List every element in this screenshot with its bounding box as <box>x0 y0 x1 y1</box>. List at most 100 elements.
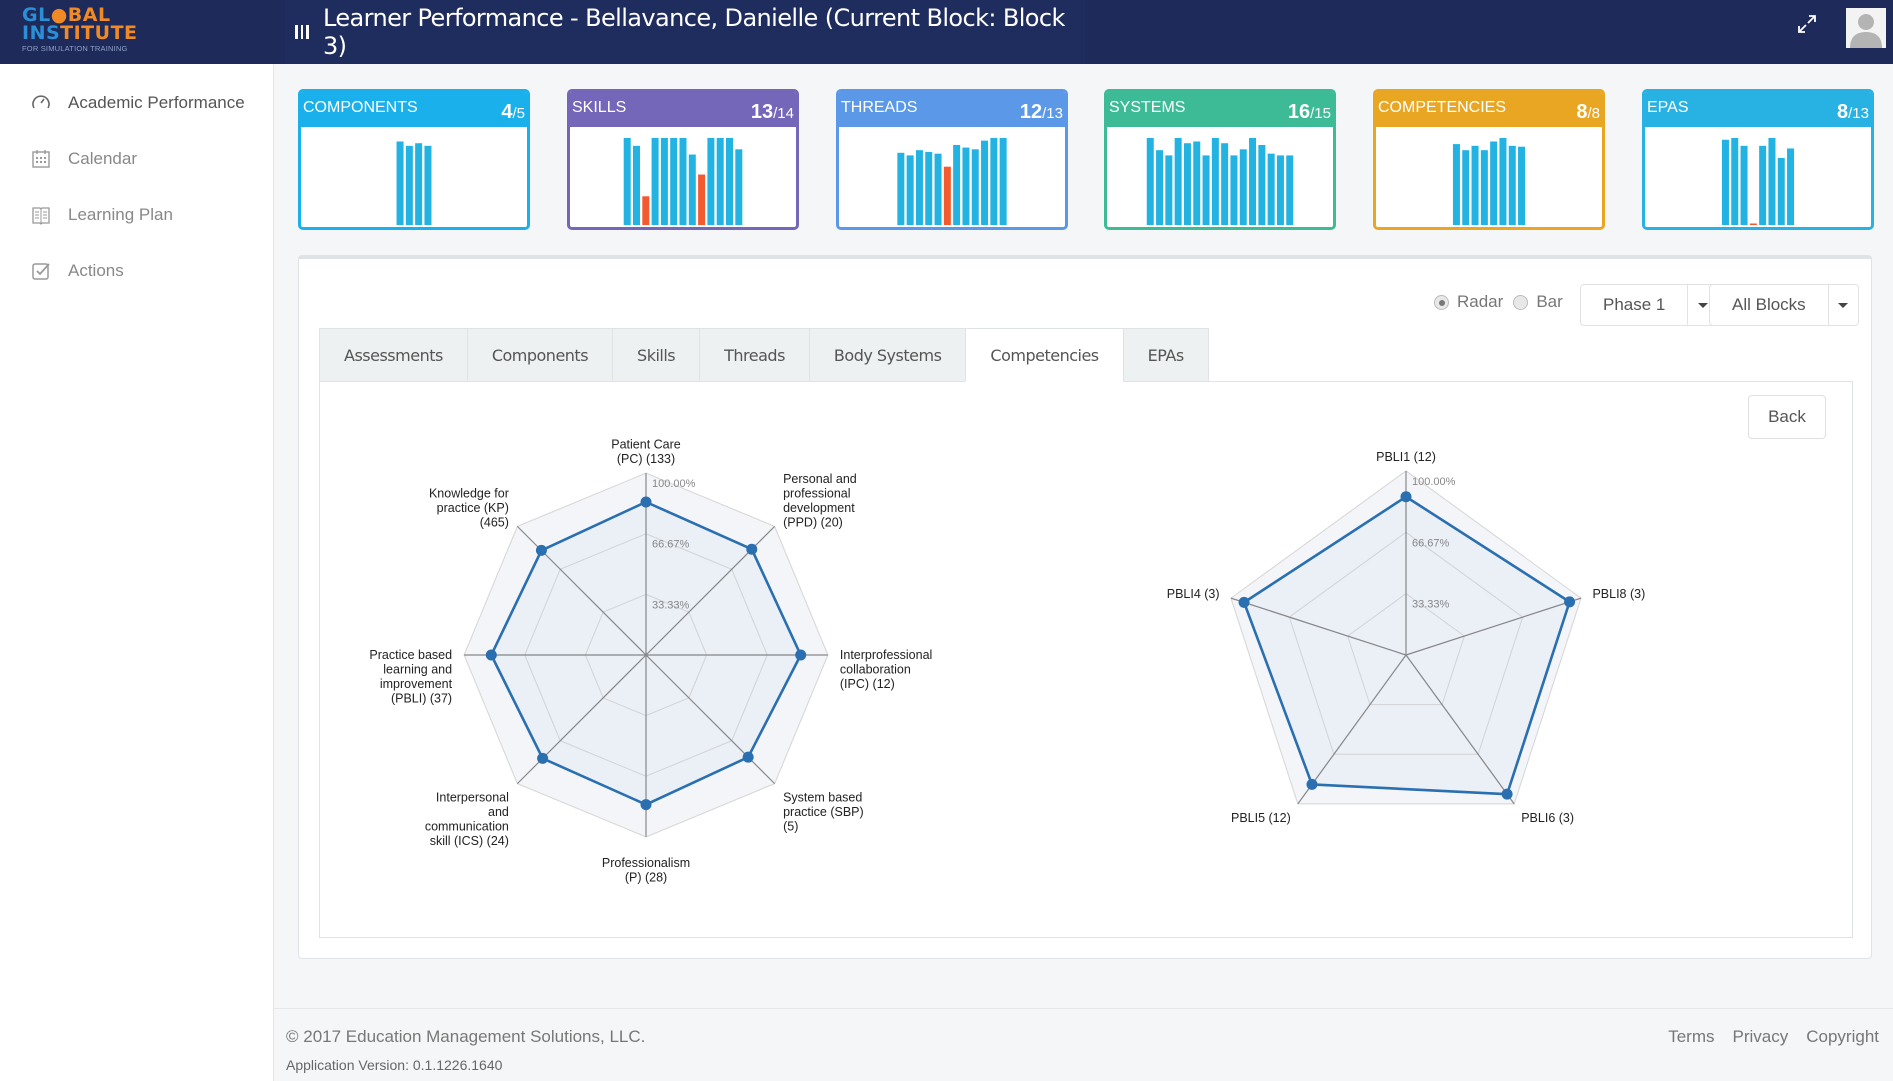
radar-category-label: PBLI5 (12) <box>1231 811 1291 825</box>
radar-radio[interactable] <box>1434 294 1449 310</box>
sidebar-item-actions[interactable]: Actions <box>30 260 124 282</box>
back-button[interactable]: Back <box>1748 395 1826 439</box>
radar-data-point[interactable] <box>640 496 652 508</box>
logo-text: GL <box>22 4 51 26</box>
card-bar <box>1221 143 1229 225</box>
speedometer-icon <box>32 95 50 109</box>
card-bar <box>1490 141 1498 225</box>
tab-body-systems[interactable]: Body Systems <box>808 328 967 382</box>
card-mini-bar-chart <box>623 138 743 225</box>
tab-competencies[interactable]: Competencies <box>965 328 1124 382</box>
card-bar <box>1499 138 1507 225</box>
card-components[interactable]: COMPONENTS 4/5 <box>298 89 530 230</box>
radar-data-point[interactable] <box>1306 778 1318 790</box>
card-bar <box>906 155 914 225</box>
card-bar <box>1768 138 1776 225</box>
card-bar <box>1230 155 1238 225</box>
card-bar <box>962 147 970 225</box>
radar-data-point[interactable] <box>1564 596 1576 608</box>
card-header: COMPETENCIES 8/8 <box>1376 92 1602 127</box>
sidebar-item-calendar[interactable]: Calendar <box>30 148 137 170</box>
radar-data-point[interactable] <box>1400 491 1412 503</box>
radar-axis <box>1297 654 1407 805</box>
card-bar <box>698 174 706 225</box>
terms-link[interactable]: Terms <box>1668 1027 1715 1046</box>
chevron-down-icon[interactable] <box>1827 285 1858 325</box>
card-bar <box>1165 155 1173 225</box>
radar-axis <box>1405 597 1582 656</box>
radar-data-point[interactable] <box>535 544 547 556</box>
card-bar <box>735 149 743 225</box>
app-version: Application Version: 0.1.1226.1640 <box>286 1057 503 1073</box>
top-bar: GL●BAL INSTITUTE FOR SIMULATION TRAINING… <box>0 0 1893 64</box>
card-bar <box>1211 138 1219 225</box>
card-competencies[interactable]: COMPETENCIES 8/8 <box>1373 89 1605 230</box>
radar-data-point[interactable] <box>485 649 497 661</box>
card-bar <box>1249 138 1257 225</box>
radar-data-point[interactable] <box>742 751 754 763</box>
card-bar <box>670 138 678 225</box>
bar-radio[interactable] <box>1513 294 1529 310</box>
radar-data-point[interactable] <box>795 649 807 661</box>
global-institute-logo[interactable]: GL●BAL INSTITUTE FOR SIMULATION TRAINING <box>22 6 142 58</box>
tab-threads[interactable]: Threads <box>699 328 810 382</box>
expand-arrows-icon[interactable] <box>1795 12 1819 36</box>
card-bar <box>660 138 668 225</box>
card-bar <box>1202 155 1210 225</box>
tab-components[interactable]: Components <box>466 328 614 382</box>
radar-ring-label: 66.67% <box>652 539 690 551</box>
card-systems[interactable]: SYSTEMS 16/15 <box>1104 89 1336 230</box>
tab-epas[interactable]: EPAs <box>1122 328 1209 382</box>
card-title: EPAS <box>1647 99 1689 116</box>
sidebar: Academic Performance Calendar Learning P… <box>0 64 274 1081</box>
card-bar <box>679 138 687 225</box>
card-bar <box>633 145 640 225</box>
card-bar <box>1239 149 1247 225</box>
card-bar <box>1480 150 1488 225</box>
radar-data-point[interactable] <box>746 543 758 555</box>
radar-category-label: PBLI4 (3) <box>1167 587 1220 601</box>
radar-data-point[interactable] <box>1501 788 1513 800</box>
card-bar <box>716 138 724 225</box>
footer: © 2017 Education Management Solutions, L… <box>274 1008 1893 1081</box>
sidebar-item-label: Actions <box>68 261 124 280</box>
sidebar-item-academic-performance[interactable]: Academic Performance <box>30 92 245 114</box>
card-header: SKILLS 13/14 <box>570 92 796 127</box>
calendar-icon <box>32 150 50 168</box>
radar-series-line <box>1242 495 1571 796</box>
card-skills[interactable]: SKILLS 13/14 <box>567 89 799 230</box>
privacy-link[interactable]: Privacy <box>1732 1027 1789 1046</box>
radar-ring-label: 33.33% <box>652 599 690 611</box>
card-bar <box>623 138 631 225</box>
bar-radio-label[interactable]: Bar <box>1536 292 1563 311</box>
card-threads[interactable]: THREADS 12/13 <box>836 89 1068 230</box>
card-score: 8/13 <box>1837 101 1869 123</box>
card-title: SKILLS <box>572 99 627 116</box>
copyright-link[interactable]: Copyright <box>1806 1027 1879 1046</box>
radar-data-point[interactable] <box>1238 596 1250 608</box>
copyright-text: © 2017 Education Management Solutions, L… <box>286 1027 646 1046</box>
menu-bars-icon[interactable] <box>295 25 310 39</box>
radar-data-point[interactable] <box>537 752 549 764</box>
sidebar-item-learning-plan[interactable]: Learning Plan <box>30 204 173 226</box>
radar-data-point[interactable] <box>640 799 652 811</box>
card-title: THREADS <box>841 99 918 116</box>
chevron-down-icon[interactable] <box>1687 285 1717 325</box>
user-avatar-icon[interactable] <box>1846 8 1886 48</box>
phase-select[interactable]: Phase 1 <box>1580 284 1719 326</box>
card-bar <box>1740 145 1748 225</box>
tab-skills[interactable]: Skills <box>612 328 701 382</box>
tab-assessments[interactable]: Assessments <box>319 328 468 382</box>
checkbox-icon <box>32 263 50 280</box>
page-title: Learner Performance - Bellavance, Daniel… <box>323 4 1065 60</box>
card-epas[interactable]: EPAS 8/13 <box>1642 89 1874 230</box>
radar-radio-label[interactable]: Radar <box>1457 292 1504 311</box>
radar-category-label: System based practice (SBP) (5) <box>783 791 864 834</box>
card-bar <box>1721 139 1729 225</box>
card-title: COMPONENTS <box>303 99 418 116</box>
card-bar <box>1156 150 1164 225</box>
radar-category-label: Personal and professional development (PPD)… <box>783 472 857 529</box>
radar-category-label: PBLI8 (3) <box>1592 587 1645 601</box>
phase-select-value: Phase 1 <box>1603 295 1666 314</box>
block-select[interactable]: All Blocks <box>1709 284 1859 326</box>
